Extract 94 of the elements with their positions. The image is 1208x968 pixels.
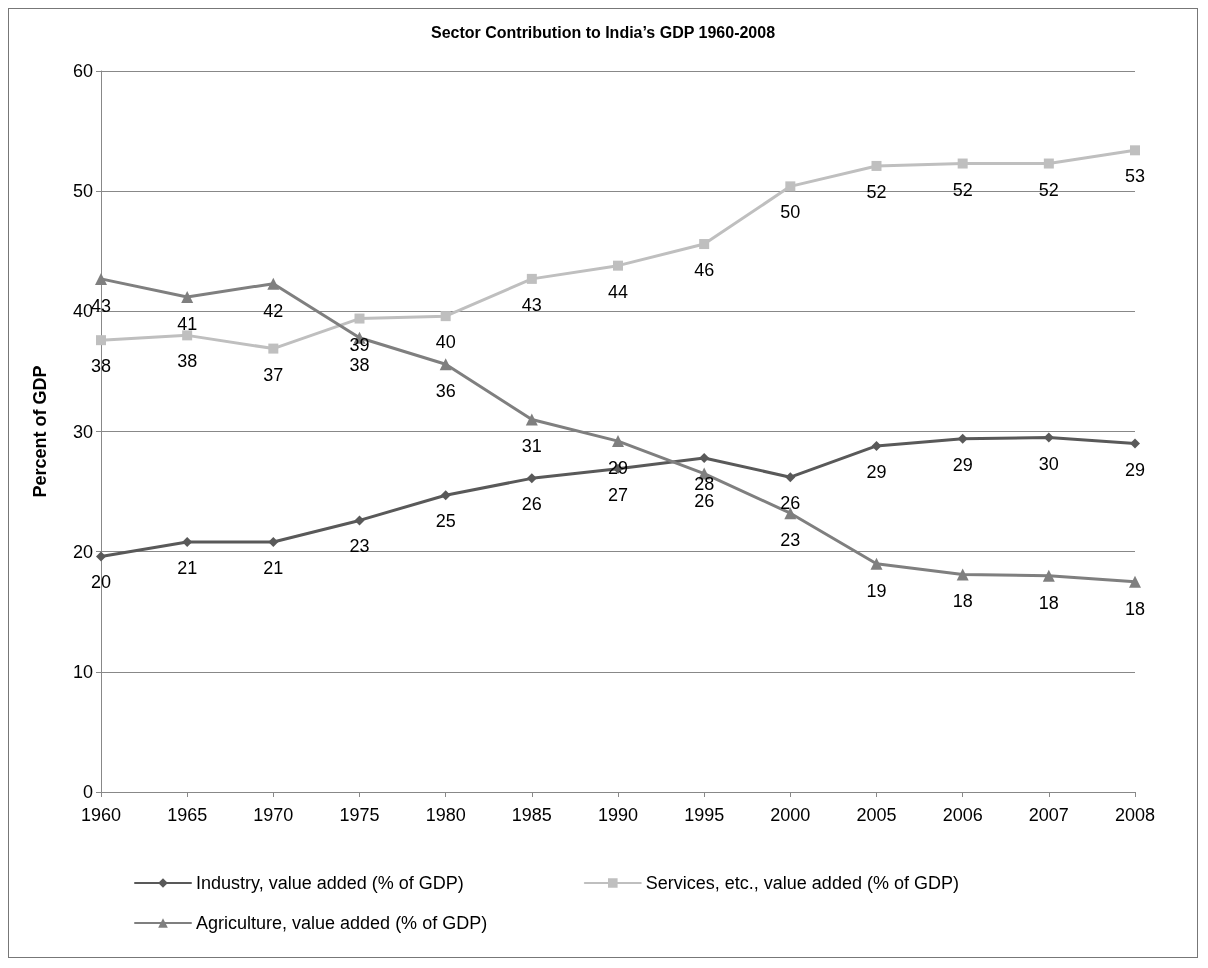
legend-label: Industry, value added (% of GDP)	[196, 873, 464, 893]
data-label: 44	[607, 281, 629, 302]
data-label: 30	[1038, 453, 1059, 474]
point	[1043, 158, 1054, 169]
data-label: 46	[694, 260, 715, 281]
point	[785, 472, 796, 483]
x-tick-label: 2000	[770, 805, 811, 825]
point	[268, 537, 279, 548]
point	[1042, 569, 1055, 582]
point	[1130, 438, 1140, 449]
x-tick-label: 2008	[1114, 805, 1156, 825]
data-label: 29	[866, 461, 887, 482]
data-label: 26	[521, 494, 542, 515]
point	[871, 440, 882, 451]
data-label: 18	[1124, 598, 1146, 619]
data-label: 43	[521, 294, 542, 315]
data-label: 40	[435, 332, 456, 353]
y-axis-title: Percent of GDP	[30, 365, 50, 498]
x-tick-label: 1975	[339, 805, 380, 825]
point	[526, 473, 537, 484]
data-label: 52	[1038, 179, 1059, 200]
data-label: 21	[177, 558, 198, 579]
data-label: 27	[607, 484, 629, 505]
y-tick-label: 10	[72, 661, 93, 682]
point	[870, 557, 883, 570]
point	[354, 313, 365, 324]
data-label: 37	[263, 364, 284, 385]
point	[1130, 145, 1140, 156]
y-tick-label: 30	[72, 421, 93, 442]
data-label: 29	[1124, 459, 1146, 480]
x-tick-label: 1960	[80, 805, 122, 825]
point	[612, 435, 624, 448]
point	[957, 158, 968, 169]
y-tick-label: 20	[72, 541, 93, 562]
data-label: 29	[952, 454, 973, 475]
data-label: 41	[177, 313, 198, 334]
point	[871, 160, 882, 171]
data-label: 23	[349, 536, 370, 557]
data-label: 52	[952, 179, 973, 200]
x-tick-label: 1965	[167, 805, 208, 825]
y-tick-label: 40	[72, 301, 93, 322]
chart-title: Sector Contribution to India’s GDP 1960-2008	[430, 23, 776, 41]
y-tick-label: 0	[82, 782, 93, 802]
point	[785, 181, 796, 192]
data-label: 26	[780, 493, 801, 514]
point	[613, 260, 623, 271]
data-label: 36	[435, 381, 456, 402]
point	[268, 343, 279, 354]
point	[95, 272, 107, 285]
x-tick-label: 1985	[511, 805, 552, 825]
point	[182, 330, 193, 341]
point	[354, 515, 365, 526]
point	[440, 490, 451, 501]
data-label: 21	[263, 558, 284, 579]
data-label: 29	[607, 458, 629, 479]
data-label: 38	[349, 354, 370, 375]
point	[181, 290, 194, 303]
point	[440, 311, 451, 322]
x-tick-label: 1990	[597, 805, 639, 825]
legend-label: Agriculture, value added (% of GDP)	[196, 913, 488, 933]
point	[699, 452, 710, 463]
x-tick-label: 1970	[253, 805, 294, 825]
data-label: 50	[780, 202, 801, 223]
data-label: 53	[1124, 166, 1146, 187]
data-label: 38	[90, 356, 112, 377]
data-label: 18	[1038, 592, 1059, 613]
point	[526, 273, 537, 284]
x-tick-label: 2005	[856, 805, 897, 825]
data-label: 39	[349, 334, 370, 355]
point	[267, 277, 280, 290]
point	[96, 335, 106, 346]
point	[957, 433, 968, 444]
point	[699, 239, 710, 250]
data-label: 52	[866, 181, 887, 202]
y-tick-label: 60	[72, 61, 93, 81]
x-tick-label: 1980	[425, 805, 466, 825]
data-label: 42	[263, 300, 284, 321]
data-label: 31	[521, 436, 542, 457]
point	[1129, 575, 1141, 588]
data-label: 25	[435, 511, 456, 532]
y-tick-label: 50	[72, 181, 93, 202]
point	[439, 358, 452, 371]
data-label: 23	[780, 530, 801, 551]
data-label: 19	[866, 580, 887, 601]
x-tick-label: 2007	[1028, 805, 1069, 825]
point	[956, 568, 969, 581]
legend-label: Services, etc., value added (% of GDP)	[645, 873, 959, 893]
point	[525, 413, 538, 426]
data-label: 18	[952, 591, 973, 612]
point	[96, 551, 106, 562]
x-tick-label: 1995	[684, 805, 725, 825]
data-label: 38	[177, 351, 198, 372]
data-label: 20	[90, 572, 112, 593]
x-tick-label: 2006	[942, 805, 983, 825]
